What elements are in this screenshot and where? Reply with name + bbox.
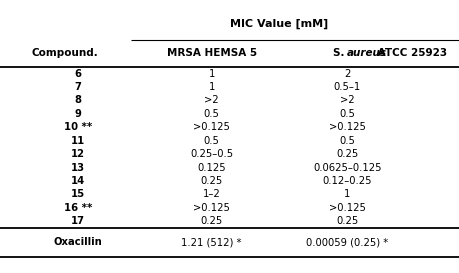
Text: 0.5: 0.5: [203, 109, 219, 119]
Text: 1: 1: [343, 189, 350, 199]
Text: Oxacillin: Oxacillin: [54, 237, 102, 247]
Text: 2: 2: [343, 69, 350, 79]
Text: 7: 7: [75, 82, 81, 92]
Text: >2: >2: [204, 96, 218, 105]
Text: 0.25–0.5: 0.25–0.5: [190, 149, 233, 159]
Text: 0.0625–0.125: 0.0625–0.125: [313, 162, 381, 173]
Text: 8: 8: [74, 96, 82, 105]
Text: 0.125: 0.125: [197, 162, 225, 173]
Text: Compound.: Compound.: [31, 48, 98, 58]
Text: 16 **: 16 **: [64, 203, 92, 213]
Text: >0.125: >0.125: [193, 122, 230, 132]
Text: 6: 6: [74, 69, 82, 79]
Text: 0.25: 0.25: [336, 216, 358, 226]
Text: 10 **: 10 **: [64, 122, 92, 132]
Text: >0.125: >0.125: [193, 203, 230, 213]
Text: 0.5: 0.5: [339, 109, 354, 119]
Text: 1: 1: [208, 69, 214, 79]
Text: 0.12–0.25: 0.12–0.25: [322, 176, 371, 186]
Text: 11: 11: [71, 136, 85, 146]
Text: 0.25: 0.25: [200, 216, 222, 226]
Text: ATCC 25923: ATCC 25923: [374, 48, 447, 58]
Text: 0.5–1: 0.5–1: [333, 82, 360, 92]
Text: 1–2: 1–2: [202, 189, 220, 199]
Text: >0.125: >0.125: [328, 203, 365, 213]
Text: 1: 1: [208, 82, 214, 92]
Text: 15: 15: [71, 189, 85, 199]
Text: MRSA HEMSA 5: MRSA HEMSA 5: [166, 48, 256, 58]
Text: 0.25: 0.25: [336, 149, 358, 159]
Text: 0.00059 (0.25) *: 0.00059 (0.25) *: [306, 237, 387, 247]
Text: >0.125: >0.125: [328, 122, 365, 132]
Text: 17: 17: [71, 216, 85, 226]
Text: 9: 9: [75, 109, 81, 119]
Text: 1.21 (512) *: 1.21 (512) *: [181, 237, 241, 247]
Text: >2: >2: [339, 96, 354, 105]
Text: S.: S.: [332, 48, 346, 58]
Text: 13: 13: [71, 162, 85, 173]
Text: 14: 14: [71, 176, 85, 186]
Text: aureus: aureus: [346, 48, 386, 58]
Text: 12: 12: [71, 149, 85, 159]
Text: 0.25: 0.25: [200, 176, 222, 186]
Text: 0.5: 0.5: [339, 136, 354, 146]
Text: MIC Value [mM]: MIC Value [mM]: [230, 19, 328, 29]
Text: 0.5: 0.5: [203, 136, 219, 146]
